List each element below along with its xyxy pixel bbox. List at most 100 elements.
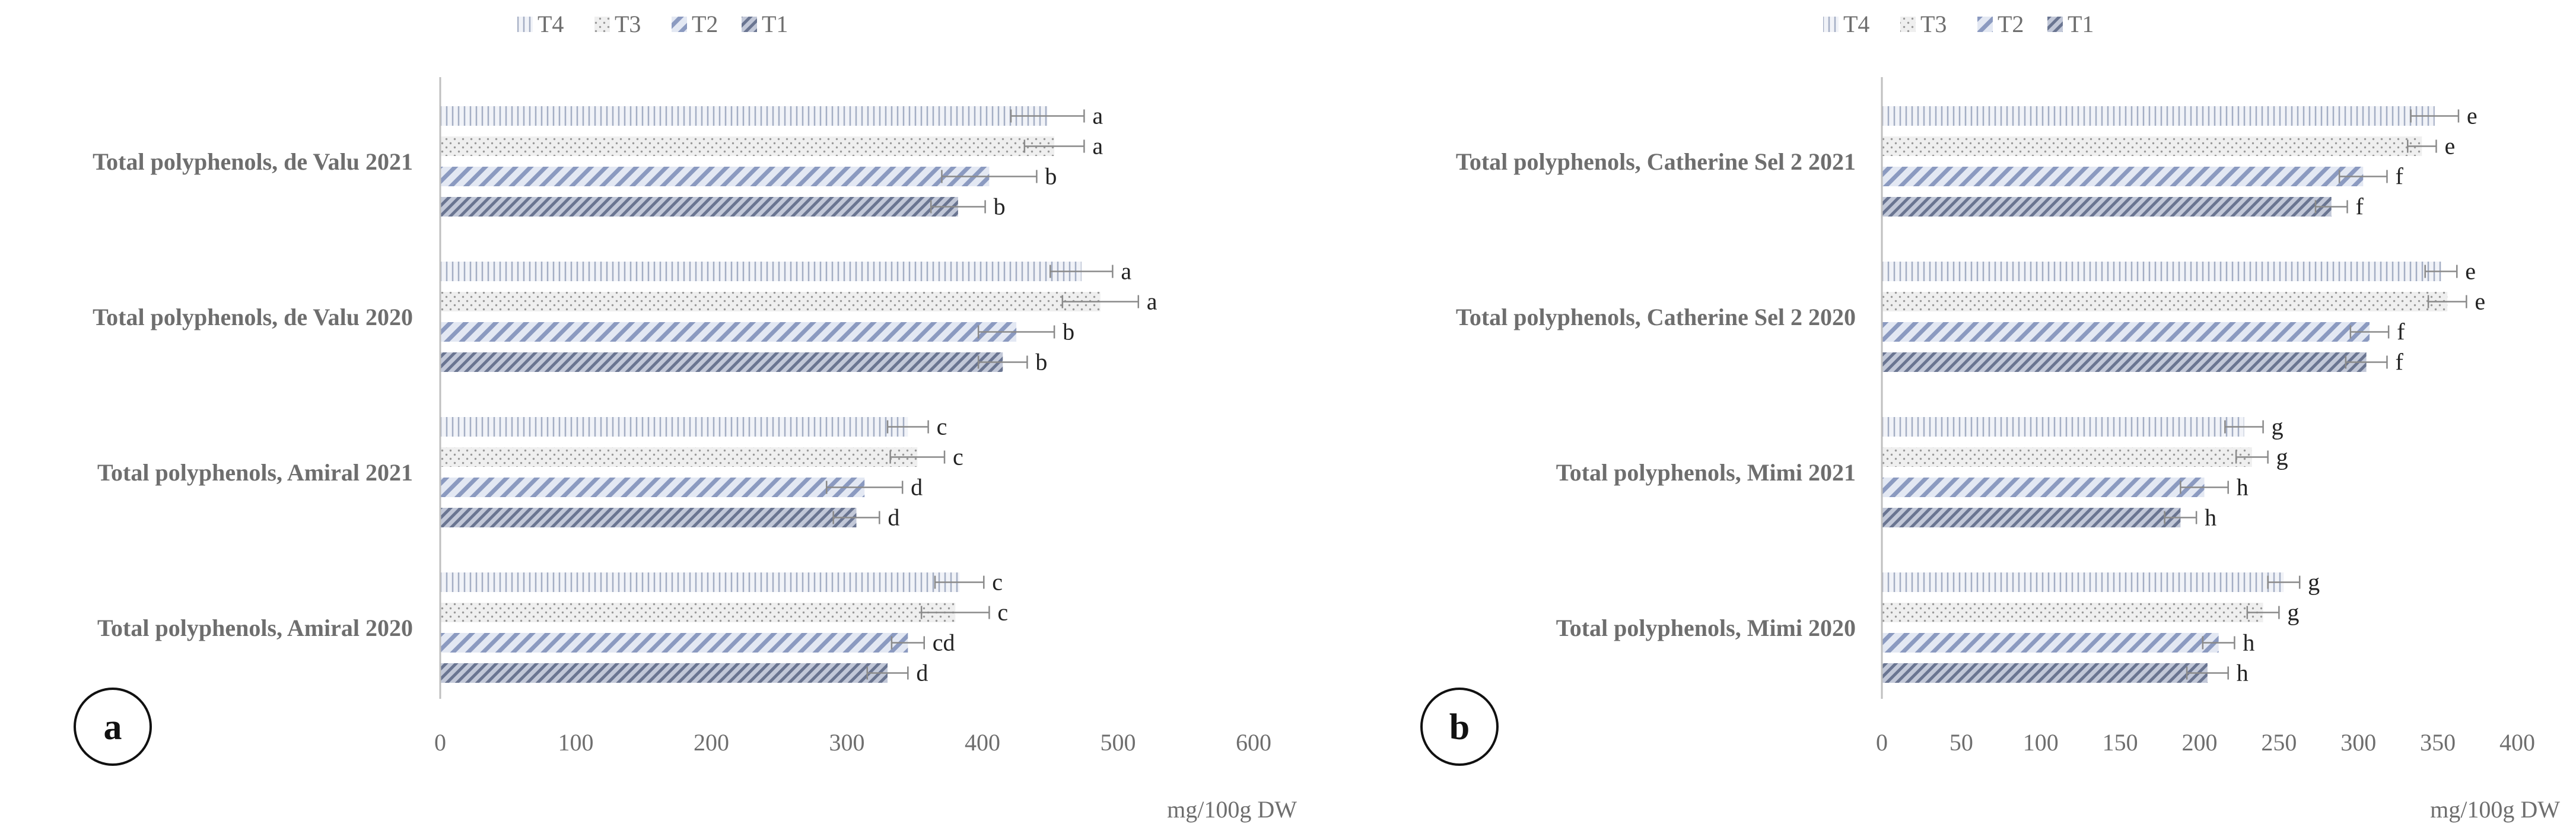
bar-T4	[1882, 572, 2284, 592]
bar-T2	[440, 167, 990, 186]
panel-a-chart: T4 T3 T2 T1 Total polyphenols, de Valu 2…	[74, 11, 1297, 823]
significance-label: b	[1045, 163, 1057, 190]
bar-group-T4: e	[1882, 258, 2476, 285]
panel-b-x-ticks: 0 50 100 150 200 250 300 350 400	[1876, 729, 2535, 756]
bar-T3	[440, 603, 956, 622]
bar-T1	[1882, 663, 2208, 683]
x-tick-label: 350	[2420, 729, 2456, 756]
bar-T2	[1882, 478, 2205, 497]
bar-group-T2: h	[1882, 629, 2254, 656]
x-tick-label: 400	[2499, 729, 2535, 756]
bar-T1	[440, 197, 958, 217]
bar-group-T3: a	[440, 133, 1103, 160]
legend-label-T3: T3	[1920, 11, 1947, 37]
x-tick-label: 400	[965, 729, 1000, 756]
panel-a-legend: T4 T3 T2 T1	[517, 11, 788, 37]
bar-group-T3: g	[1882, 599, 2299, 626]
bar-T4	[440, 262, 1082, 281]
panel-b-chart: T4 T3 T2 T1 Total polyphenols, Catherine…	[1420, 11, 2560, 823]
legend-item-T1: T1	[742, 11, 788, 37]
x-tick-label: 0	[434, 729, 446, 756]
significance-label: h	[2237, 660, 2249, 686]
significance-label: d	[888, 504, 899, 531]
bar-T2	[440, 633, 908, 653]
bar-group-T1: h	[1882, 504, 2216, 531]
bar-group-T3: e	[1882, 133, 2455, 160]
legend-swatch-T4	[517, 17, 533, 32]
bar-T2	[1882, 322, 2370, 342]
significance-label: a	[1092, 133, 1103, 160]
x-tick-label: 300	[829, 729, 865, 756]
legend-label-T2: T2	[1998, 11, 2024, 37]
legend-swatch-T2	[1977, 17, 1993, 32]
bar-T2	[440, 478, 865, 497]
panel-a-letter: a	[104, 707, 122, 747]
legend-swatch-T2	[672, 17, 687, 32]
x-tick-label: 50	[1950, 729, 1973, 756]
x-tick-label: 200	[2182, 729, 2218, 756]
significance-label: e	[2444, 133, 2455, 160]
legend-swatch-T1	[2047, 17, 2063, 32]
bar-group-T2: h	[1882, 474, 2249, 501]
category-label: Total polyphenols, Mimi 2021	[1556, 459, 1856, 486]
significance-label: c	[992, 569, 1003, 596]
significance-label: a	[1121, 258, 1131, 285]
x-tick-label: 250	[2261, 729, 2297, 756]
bar-group-T3: g	[1882, 444, 2288, 470]
bar-T3	[1882, 447, 2252, 467]
bar-group-T3: a	[440, 288, 1157, 315]
panel-a-badge-circle	[74, 688, 152, 766]
significance-label: f	[2395, 163, 2403, 190]
legend-label-T2: T2	[692, 11, 718, 37]
x-tick-label: 100	[558, 729, 594, 756]
panel-b-legend: T4 T3 T2 T1	[1823, 11, 2094, 37]
bar-T3	[440, 136, 1055, 156]
bar-T3	[1882, 603, 2263, 622]
significance-label: h	[2243, 629, 2254, 656]
x-tick-label: 100	[2023, 729, 2059, 756]
bar-group-T2: b	[440, 319, 1074, 345]
bar-group-T2: f	[1882, 163, 2403, 190]
bar-T2	[1882, 167, 2364, 186]
bar-T4	[440, 572, 960, 592]
panel-b-badge-circle	[1420, 688, 1499, 766]
x-tick-label: 500	[1101, 729, 1136, 756]
bar-T1	[1882, 197, 2332, 217]
legend-label-T3: T3	[615, 11, 641, 37]
legend-swatch-T1	[742, 17, 757, 32]
legend-item-T3: T3	[594, 11, 641, 37]
panel-b-badge: b	[1420, 688, 1499, 766]
significance-label: b	[994, 193, 1006, 220]
panel-a-category-labels: Total polyphenols, de Valu 2021 Total pol…	[93, 148, 413, 641]
significance-label: c	[937, 413, 947, 440]
bar-group-T2: f	[1882, 319, 2405, 345]
bar-group-T4: c	[440, 569, 1003, 596]
bar-T4	[440, 417, 908, 437]
legend-item-T4: T4	[517, 11, 564, 37]
significance-label: b	[1063, 319, 1074, 345]
bar-T1	[1882, 352, 2367, 372]
significance-label: a	[1147, 288, 1157, 315]
bar-T1	[440, 352, 1003, 372]
bar-group-T1: f	[1882, 193, 2364, 220]
bar-T4	[440, 106, 1048, 126]
significance-label: e	[2465, 258, 2476, 285]
significance-label: a	[1092, 103, 1103, 129]
panel-b-letter: b	[1449, 707, 1470, 747]
significance-label: d	[916, 660, 928, 686]
bar-T1	[440, 663, 888, 683]
bar-T3	[1882, 136, 2422, 156]
bar-group-T1: f	[1882, 349, 2403, 376]
x-tick-label: 0	[1876, 729, 1888, 756]
bar-group-T4: g	[1882, 413, 2284, 440]
bar-T4	[1882, 106, 2435, 126]
bar-group-T1: d	[440, 504, 899, 531]
legend-label-T4: T4	[1843, 11, 1869, 37]
bar-group-T1: b	[440, 193, 1006, 220]
significance-label: f	[2397, 319, 2405, 345]
significance-label: cd	[933, 629, 955, 656]
bar-group-T1: d	[440, 660, 928, 686]
